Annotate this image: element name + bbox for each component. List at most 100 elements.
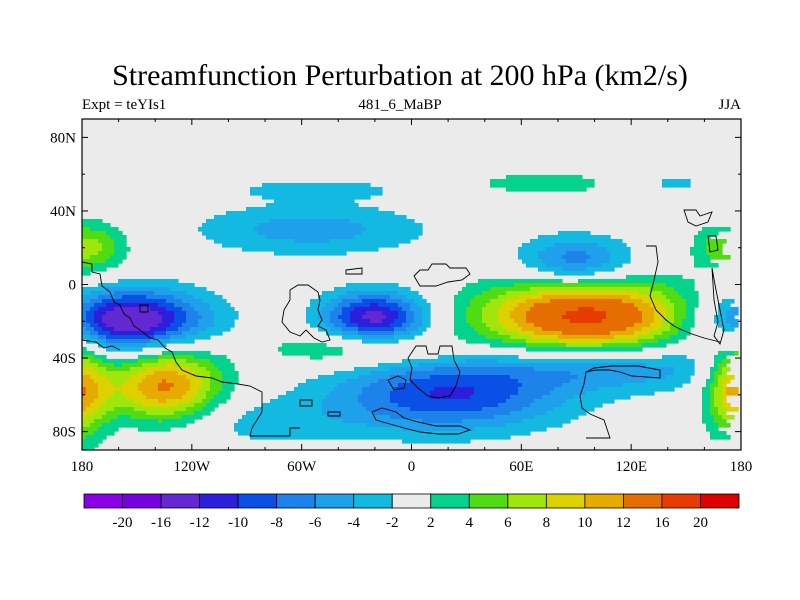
contour-cell xyxy=(406,327,419,332)
contour-cell xyxy=(362,315,387,320)
colorbar-label: 12 xyxy=(616,515,631,531)
contour-cell xyxy=(82,351,95,356)
contour-cell xyxy=(342,327,359,332)
contour-cell xyxy=(418,363,647,368)
contour-cell xyxy=(194,403,207,408)
contour-cell xyxy=(662,303,675,308)
contour-cell xyxy=(390,295,407,300)
contour-cell xyxy=(710,395,715,400)
contour-cell xyxy=(190,303,211,308)
contour-cell xyxy=(106,259,123,264)
contour-cell xyxy=(186,291,215,296)
colorbar-swatch xyxy=(160,493,200,509)
contour-cell xyxy=(670,323,683,328)
contour-cell xyxy=(274,199,355,204)
contour-cell xyxy=(454,319,467,324)
contour-cell xyxy=(342,335,363,340)
chart-title: Streamfunction Perturbation at 200 hPa (… xyxy=(112,59,688,92)
contour-cell xyxy=(226,211,395,216)
contour-cell xyxy=(158,323,171,328)
contour-cell xyxy=(526,315,563,320)
contour-cell xyxy=(86,415,103,420)
contour-cell xyxy=(710,375,715,380)
contour-cell xyxy=(722,371,727,376)
contour-cell xyxy=(566,259,587,264)
contour-cell xyxy=(406,371,571,376)
contour-cell xyxy=(578,307,595,312)
contour-cell xyxy=(710,255,731,260)
contour-cell xyxy=(438,355,519,360)
contour-cell xyxy=(174,311,187,316)
contour-cell xyxy=(102,247,115,252)
contour-cell xyxy=(562,331,611,336)
contour-cell xyxy=(430,375,511,380)
contour-cell xyxy=(82,219,103,224)
contour-cell xyxy=(602,319,643,324)
contour-cell xyxy=(158,311,175,316)
contour-cell xyxy=(694,255,711,260)
contour-cell xyxy=(702,411,711,416)
contour-cell xyxy=(430,395,471,400)
contour-cell xyxy=(518,295,543,300)
contour-cell xyxy=(714,379,719,384)
contour-cell xyxy=(210,375,223,380)
contour-cell xyxy=(146,395,183,400)
contour-cell xyxy=(202,223,259,228)
contour-cell xyxy=(726,387,739,392)
contour-cell xyxy=(398,311,407,316)
contour-cell xyxy=(130,367,147,372)
contour-cell xyxy=(234,427,403,432)
contour-cell xyxy=(186,391,199,396)
contour-cell xyxy=(82,287,107,292)
contour-cell xyxy=(342,311,351,316)
contour-cell xyxy=(90,323,99,328)
contour-cell xyxy=(590,255,611,260)
contour-cell xyxy=(98,239,115,244)
contour-cell xyxy=(722,299,735,304)
colorbar-swatch xyxy=(468,493,509,509)
contour-cell xyxy=(250,435,511,440)
colorbar-swatch xyxy=(661,493,701,509)
contour-cell xyxy=(570,319,603,324)
contour-cell xyxy=(482,307,499,312)
contour-cell xyxy=(166,399,191,404)
contour-cell xyxy=(562,267,587,272)
contour-cell xyxy=(202,379,211,384)
contour-cell xyxy=(86,327,95,332)
contour-cell xyxy=(82,391,87,396)
contour-cell xyxy=(526,347,643,352)
contour-cell xyxy=(202,383,211,388)
contour-cell xyxy=(418,327,427,332)
contour-cell xyxy=(342,307,355,312)
colorbar-label: 10 xyxy=(577,515,592,531)
contour-cell xyxy=(334,307,343,312)
contour-cell xyxy=(542,295,631,300)
contour-cell xyxy=(294,387,335,392)
contour-cell xyxy=(614,335,639,340)
contour-cell xyxy=(478,279,563,284)
contour-cell xyxy=(306,311,319,316)
contour-cell xyxy=(82,399,95,404)
contour-cell xyxy=(714,419,727,424)
contour-cell xyxy=(114,243,127,248)
contour-cell xyxy=(502,303,519,308)
contour-cell xyxy=(518,247,547,252)
contour-cell xyxy=(82,423,91,428)
contour-cell xyxy=(714,359,723,364)
contour-cell xyxy=(82,439,103,444)
contour-cell xyxy=(146,411,175,416)
contour-cell xyxy=(718,423,731,428)
contour-cell xyxy=(202,407,215,412)
contour-cell xyxy=(586,267,615,272)
contour-cell xyxy=(98,391,115,396)
contour-cell xyxy=(294,239,331,244)
contour-cell xyxy=(370,383,399,388)
contour-cell xyxy=(606,311,643,316)
contour-cell xyxy=(390,415,495,420)
contour-cell xyxy=(454,311,467,316)
contour-cell xyxy=(82,259,107,264)
contour-cell xyxy=(102,327,115,332)
contour-cell xyxy=(454,323,471,328)
contour-cell xyxy=(210,399,227,404)
contour-cell xyxy=(82,447,95,450)
